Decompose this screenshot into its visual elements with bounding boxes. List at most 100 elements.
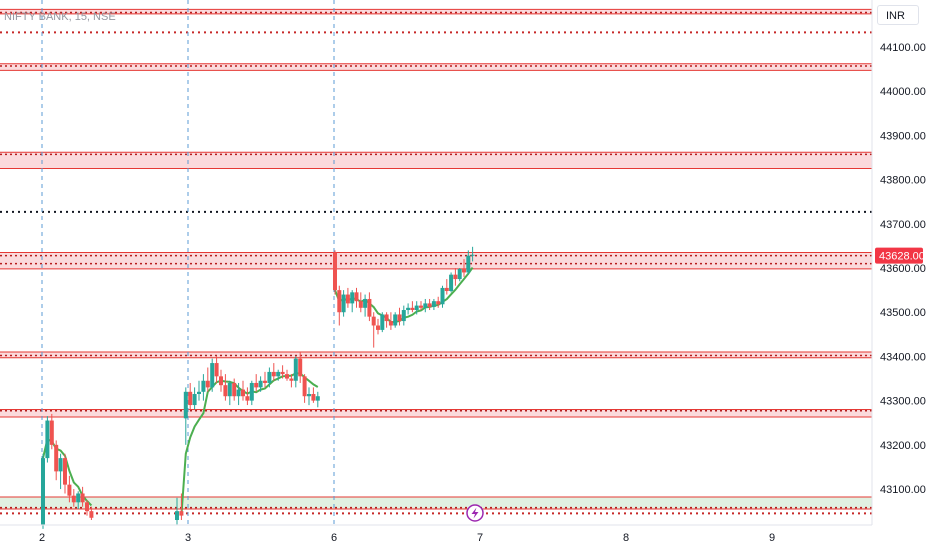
candle-body <box>241 389 245 397</box>
candle-day3-5 <box>197 380 201 401</box>
candle-day6-14 <box>393 312 398 328</box>
candle-body <box>384 314 389 322</box>
candle-body <box>345 294 350 304</box>
candle-body <box>205 380 210 388</box>
symbol-label: NIFTY BANK, 15, NSE <box>4 11 116 23</box>
zone-0 <box>0 9 872 14</box>
candle-body <box>219 376 223 386</box>
candle-day3-18 <box>254 374 259 392</box>
candle-day2-6 <box>67 475 72 503</box>
candle-day3-8 <box>210 358 215 392</box>
candle-body <box>227 382 232 397</box>
candle-day2-0 <box>41 453 45 529</box>
candle-body <box>80 493 85 503</box>
candle-day6-0 <box>333 250 337 295</box>
candle-day2-9 <box>80 486 85 507</box>
candle-day3-2 <box>183 387 188 445</box>
x-tick-label: 2 <box>39 532 45 544</box>
candle-body <box>427 303 432 307</box>
candle-body <box>298 358 303 377</box>
candle-day6-26 <box>444 279 449 295</box>
candle-day6-30 <box>462 259 466 277</box>
zone-3 <box>0 252 872 269</box>
candle-day3-1 <box>179 493 184 520</box>
zones-layer <box>0 8 872 510</box>
candle-day3-4 <box>192 387 197 410</box>
candle-body <box>333 252 337 291</box>
candle-day6-28 <box>453 268 458 286</box>
candle-body <box>267 371 272 383</box>
candle-day6-10 <box>376 318 380 335</box>
candle-body <box>410 307 415 311</box>
zone-2 <box>0 152 872 169</box>
candle-body <box>436 301 441 305</box>
y-tick-label: 43400.00 <box>880 351 926 363</box>
candle-day3-9 <box>214 356 219 383</box>
candle-day2-10 <box>85 500 89 516</box>
levels-layer <box>0 31 872 515</box>
candle-day6-29 <box>457 268 462 282</box>
candle-day2-4 <box>58 453 63 490</box>
candle-day2-2 <box>49 413 54 450</box>
x-tick-label: 8 <box>623 532 629 544</box>
candle-day3-23 <box>276 369 281 381</box>
candle-body <box>179 511 184 516</box>
candle-day6-18 <box>410 301 415 313</box>
candle-body <box>49 420 54 445</box>
candle-day3-6 <box>201 374 206 401</box>
candle-body <box>254 382 259 388</box>
price-tag: 43628.00 <box>875 247 925 264</box>
candle-body <box>449 274 454 292</box>
candle-day6-23 <box>431 298 436 311</box>
zone-6 <box>0 497 872 509</box>
x-tick-label: 7 <box>477 532 483 544</box>
candle-day3-22 <box>271 363 276 381</box>
candle-day6-5 <box>354 287 359 308</box>
candle-body <box>271 371 276 377</box>
zone-5 <box>0 409 872 417</box>
time-axis[interactable]: 2 3 6 7 8 9 <box>39 532 775 544</box>
candle-body <box>444 287 449 292</box>
currency-button[interactable]: INR <box>877 5 919 25</box>
candle-body <box>45 420 50 459</box>
candle-day3-3 <box>188 382 193 410</box>
candle-body <box>315 396 320 401</box>
candle-body <box>414 305 419 311</box>
y-tick-label: 43100.00 <box>880 484 926 496</box>
candle-day2-11 <box>89 506 94 520</box>
candle-body <box>311 394 316 401</box>
price-axis[interactable]: 43100.00 43200.00 43300.00 43400.00 43500.00… <box>880 42 926 496</box>
y-tick-label: 43900.00 <box>880 130 926 142</box>
candle-body <box>285 374 289 379</box>
candle-day3-26 <box>289 374 294 388</box>
candle-day3-12 <box>227 380 232 406</box>
candle-body <box>397 314 402 322</box>
candle-day6-2 <box>341 290 346 317</box>
candle-body <box>453 274 458 280</box>
candle-day6-27 <box>449 272 454 293</box>
candle-body <box>245 396 250 401</box>
flash-icon[interactable] <box>466 504 484 522</box>
candle-body <box>401 310 406 322</box>
x-tick-label: 9 <box>769 532 775 544</box>
candle-day6-21 <box>423 298 428 313</box>
candle-day3-24 <box>280 365 285 379</box>
candle-body <box>376 325 380 330</box>
candle-day3-0 <box>175 497 179 525</box>
candle-body <box>236 389 241 397</box>
candle-body <box>201 380 206 392</box>
candle-day6-6 <box>358 292 363 313</box>
y-tick-label: 43700.00 <box>880 219 926 231</box>
candle-day6-8 <box>367 292 372 322</box>
candle-body <box>363 298 368 308</box>
candle-day3-10 <box>219 369 223 392</box>
candle-body <box>423 303 428 308</box>
candle-body <box>431 301 436 307</box>
y-tick-label: 43800.00 <box>880 175 926 187</box>
candle-day6-11 <box>380 312 385 333</box>
candle-body <box>232 382 237 397</box>
candle-day6-16 <box>401 305 406 326</box>
candle-day6-19 <box>414 301 419 315</box>
candle-day3-17 <box>249 380 254 406</box>
